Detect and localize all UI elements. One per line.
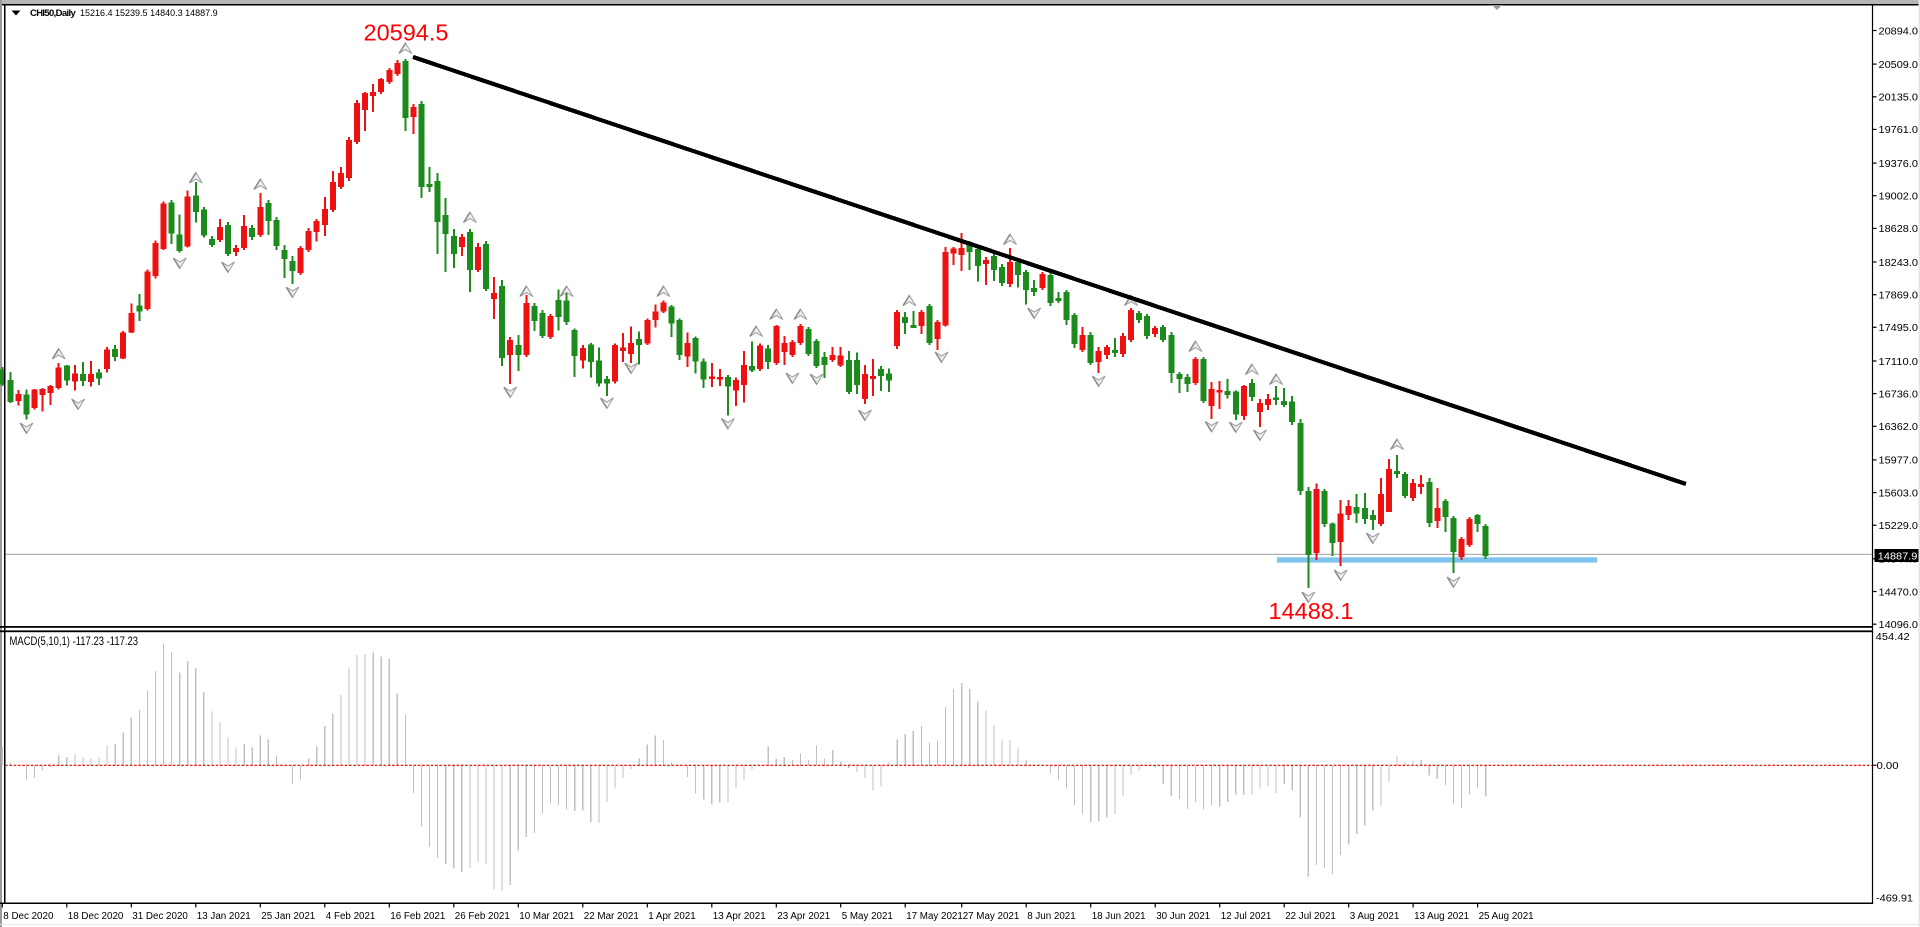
svg-text:18 Jun 2021: 18 Jun 2021 xyxy=(1092,911,1146,922)
svg-text:-469.91: -469.91 xyxy=(1876,893,1913,904)
svg-text:19761.0: 19761.0 xyxy=(1879,125,1919,136)
svg-text:25 Jan 2021: 25 Jan 2021 xyxy=(261,911,315,922)
svg-text:20594.5: 20594.5 xyxy=(364,20,449,46)
svg-text:13 Jan 2021: 13 Jan 2021 xyxy=(197,911,251,922)
svg-text:19376.0: 19376.0 xyxy=(1879,159,1919,170)
svg-text:31 Dec 2020: 31 Dec 2020 xyxy=(132,911,188,922)
svg-text:16 Feb 2021: 16 Feb 2021 xyxy=(390,911,445,922)
svg-text:16362.0: 16362.0 xyxy=(1879,422,1919,433)
svg-text:8 Dec 2020: 8 Dec 2020 xyxy=(3,911,54,922)
svg-text:20894.0: 20894.0 xyxy=(1879,26,1919,37)
svg-text:17869.0: 17869.0 xyxy=(1879,291,1919,302)
svg-text:16736.0: 16736.0 xyxy=(1879,389,1919,400)
svg-text:14887.9: 14887.9 xyxy=(1878,551,1918,562)
svg-text:22 Jul 2021: 22 Jul 2021 xyxy=(1285,911,1336,922)
svg-text:12 Jul 2021: 12 Jul 2021 xyxy=(1221,911,1272,922)
svg-text:MACD(5,10,1) -117.23 -117.23: MACD(5,10,1) -117.23 -117.23 xyxy=(10,634,139,648)
svg-text:17495.0: 17495.0 xyxy=(1879,323,1919,334)
svg-text:15603.0: 15603.0 xyxy=(1879,488,1919,499)
svg-text:14470.0: 14470.0 xyxy=(1879,587,1919,598)
svg-text:18628.0: 18628.0 xyxy=(1879,224,1919,235)
svg-text:5 May 2021: 5 May 2021 xyxy=(842,911,893,922)
svg-text:1 Apr 2021: 1 Apr 2021 xyxy=(648,911,695,922)
svg-text:CHI50,Daily: CHI50,Daily xyxy=(30,8,76,19)
svg-text:20509.0: 20509.0 xyxy=(1879,60,1919,71)
svg-text:22 Mar 2021: 22 Mar 2021 xyxy=(584,911,639,922)
svg-text:18243.0: 18243.0 xyxy=(1879,258,1919,269)
svg-text:27 May 2021: 27 May 2021 xyxy=(963,911,1020,922)
svg-text:20135.0: 20135.0 xyxy=(1879,93,1919,104)
svg-text:23 Apr 2021: 23 Apr 2021 xyxy=(777,911,830,922)
svg-text:25 Aug 2021: 25 Aug 2021 xyxy=(1479,911,1534,922)
svg-text:17 May 2021: 17 May 2021 xyxy=(906,911,963,922)
svg-text:3 Aug 2021: 3 Aug 2021 xyxy=(1350,911,1400,922)
svg-text:8 Jun 2021: 8 Jun 2021 xyxy=(1027,911,1075,922)
svg-text:10 Mar 2021: 10 Mar 2021 xyxy=(519,911,574,922)
svg-text:15977.0: 15977.0 xyxy=(1879,456,1919,467)
svg-text:26 Feb 2021: 26 Feb 2021 xyxy=(455,911,510,922)
svg-text:15229.0: 15229.0 xyxy=(1879,521,1919,532)
svg-text:30 Jun 2021: 30 Jun 2021 xyxy=(1156,911,1210,922)
svg-text:13 Aug 2021: 13 Aug 2021 xyxy=(1414,911,1469,922)
svg-text:14096.0: 14096.0 xyxy=(1879,620,1919,631)
svg-text:454.42: 454.42 xyxy=(1876,632,1910,643)
svg-text:0.00: 0.00 xyxy=(1877,761,1899,772)
svg-text:4 Feb 2021: 4 Feb 2021 xyxy=(326,911,376,922)
svg-text:15216.4 15239.5 14840.3 14887.: 15216.4 15239.5 14840.3 14887.9 xyxy=(80,8,218,18)
svg-text:13 Apr 2021: 13 Apr 2021 xyxy=(713,911,766,922)
svg-text:18 Dec 2020: 18 Dec 2020 xyxy=(68,911,124,922)
svg-text:14488.1: 14488.1 xyxy=(1269,598,1354,624)
svg-text:17110.0: 17110.0 xyxy=(1879,357,1919,368)
svg-text:19002.0: 19002.0 xyxy=(1879,192,1919,203)
